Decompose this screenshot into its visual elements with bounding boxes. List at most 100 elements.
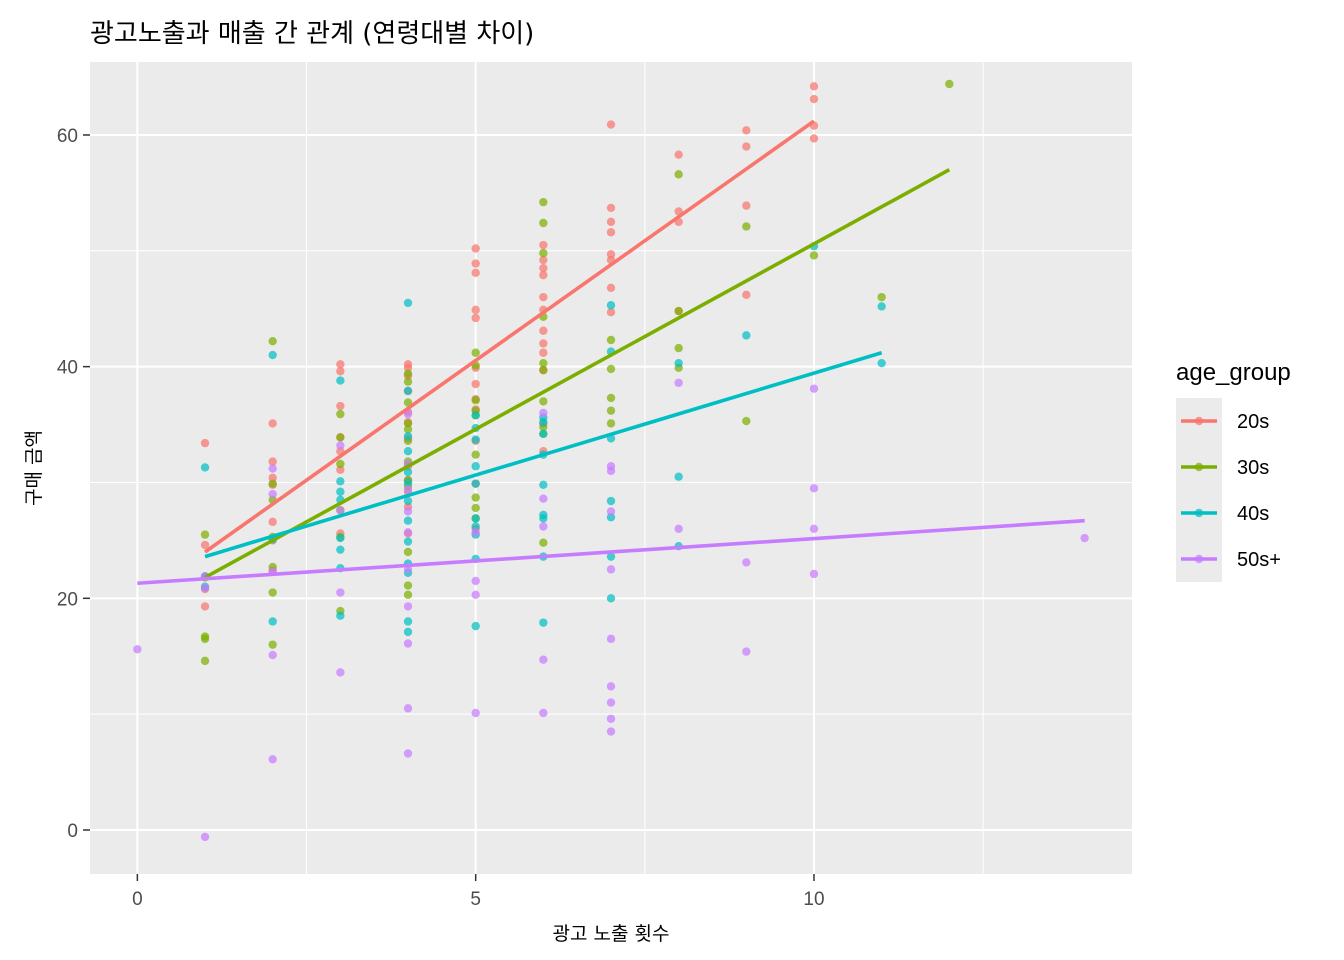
point-30s — [336, 459, 345, 469]
point-20s — [200, 438, 210, 448]
point-50s — [403, 507, 413, 516]
point-40s — [403, 447, 413, 456]
point-40s — [403, 298, 413, 308]
point-50s — [539, 408, 548, 418]
point-30s — [268, 588, 277, 597]
point-20s — [606, 250, 616, 259]
point-30s — [403, 377, 413, 386]
point-30s — [606, 419, 616, 428]
point-40s — [539, 480, 548, 489]
point-40s — [268, 350, 277, 360]
point-30s — [539, 538, 548, 547]
point-30s — [268, 479, 277, 488]
trend-line-30s — [204, 168, 951, 580]
point-50s — [471, 590, 480, 600]
y-tick-label: 0 — [67, 821, 78, 842]
point-20s — [674, 150, 683, 159]
point-20s — [606, 283, 616, 293]
point-30s — [606, 393, 616, 403]
legend-label-30s: 30s — [1237, 457, 1269, 479]
point-50s — [403, 704, 413, 713]
point-30s — [471, 493, 480, 502]
point-50s — [606, 466, 616, 476]
trend-line-40s — [204, 351, 883, 559]
point-40s — [471, 621, 480, 631]
point-20s — [742, 290, 751, 300]
point-30s — [606, 406, 616, 415]
point-50s — [403, 602, 413, 611]
legend-point-40s — [1194, 508, 1204, 518]
point-30s — [403, 398, 413, 407]
point-40s — [268, 617, 277, 626]
point-40s — [539, 418, 548, 427]
point-50s — [471, 528, 480, 537]
point-50s — [336, 668, 345, 677]
point-50s — [268, 464, 277, 473]
point-30s — [674, 343, 683, 353]
point-30s — [268, 336, 277, 346]
point-30s — [539, 365, 548, 375]
point-20s — [742, 142, 751, 151]
point-40s — [336, 533, 345, 543]
point-50s — [268, 650, 277, 660]
point-40s — [336, 477, 345, 486]
point-50s — [742, 558, 751, 567]
point-20s — [606, 120, 616, 129]
point-30s — [471, 396, 480, 405]
point-50s — [471, 708, 480, 718]
point-40s — [471, 522, 480, 531]
point-50s — [133, 645, 142, 654]
point-40s — [539, 429, 548, 439]
point-40s — [200, 463, 210, 472]
point-30s — [336, 433, 345, 442]
point-20s — [200, 540, 210, 550]
point-50s — [606, 565, 616, 574]
point-50s — [606, 727, 616, 736]
point-30s — [674, 306, 683, 316]
point-50s — [403, 485, 413, 494]
point-50s — [268, 755, 277, 764]
point-20s — [200, 602, 210, 611]
x-tick-label: 10 — [803, 889, 824, 910]
point-50s — [606, 698, 616, 707]
point-40s — [403, 467, 413, 477]
point-30s — [200, 634, 210, 644]
point-20s — [336, 367, 345, 376]
point-40s — [403, 516, 413, 525]
point-50s — [809, 484, 819, 493]
point-50s — [403, 639, 413, 648]
point-20s — [539, 326, 548, 335]
point-20s — [471, 313, 480, 323]
point-20s — [606, 203, 616, 213]
x-axis-ticks: 0 5 10 — [132, 874, 825, 910]
trend-line-20s — [203, 119, 816, 554]
point-30s — [539, 248, 548, 258]
point-30s — [200, 656, 210, 666]
point-40s — [403, 617, 413, 626]
legend-point-20s — [1194, 416, 1204, 426]
point-50s — [539, 522, 548, 531]
point-20s — [539, 255, 548, 265]
point-20s — [539, 270, 548, 280]
point-20s — [471, 305, 480, 315]
point-30s — [809, 251, 819, 260]
point-50s — [336, 506, 345, 515]
point-20s — [809, 94, 819, 104]
point-40s — [606, 496, 616, 506]
point-40s — [403, 431, 413, 441]
point-20s — [742, 201, 751, 210]
point-50s — [200, 583, 210, 593]
point-50s — [539, 708, 548, 718]
point-50s — [200, 832, 210, 842]
point-50s — [336, 588, 345, 597]
point-30s — [606, 364, 616, 374]
point-40s — [539, 618, 548, 627]
point-20s — [336, 401, 345, 411]
legend-title: age_group — [1176, 359, 1291, 386]
point-40s — [674, 358, 683, 368]
point-20s — [471, 244, 480, 253]
point-50s — [403, 409, 413, 419]
point-50s — [471, 576, 480, 586]
point-50s — [539, 494, 548, 503]
